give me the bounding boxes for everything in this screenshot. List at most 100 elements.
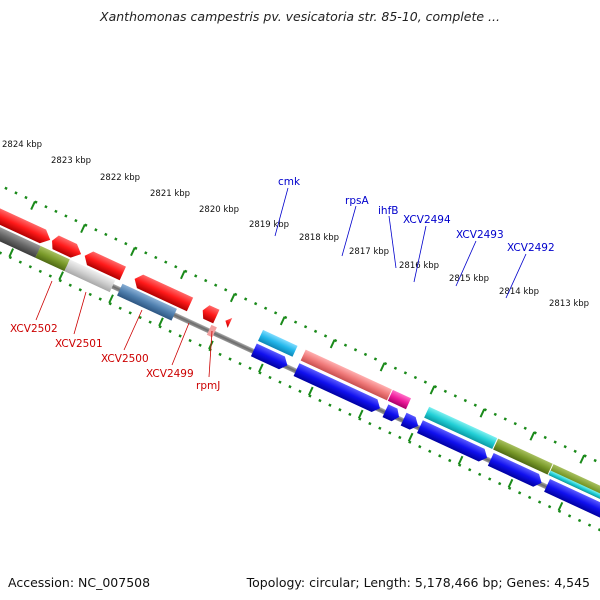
cog-bar — [117, 283, 177, 321]
tick-dot — [114, 237, 118, 241]
tick-dot — [398, 435, 402, 440]
gene-ihfB-feature — [387, 389, 412, 410]
tick-dot — [323, 334, 328, 338]
tick-dot — [368, 421, 372, 426]
tick-dot — [64, 214, 68, 218]
tick-dot — [268, 375, 272, 380]
tick-dot — [517, 491, 522, 495]
kbp-label: 2816 kbp — [399, 261, 439, 271]
gene-arrow — [417, 420, 488, 462]
tick-dot — [228, 357, 232, 361]
tick-dot — [104, 232, 108, 237]
tick-dot — [243, 297, 248, 301]
kbp-label: 2815 kbp — [449, 274, 489, 284]
forward-gene-labels: cmk rpsA ihfB XCV2494 XCV2493 XCV2492 — [274, 176, 555, 299]
tick-dot — [253, 301, 258, 306]
cog-bar — [548, 470, 600, 513]
major-tick — [158, 317, 164, 327]
tick-dot — [338, 408, 342, 412]
tick-dot — [577, 518, 582, 523]
major-tick — [8, 248, 15, 258]
tick-dot — [238, 361, 242, 366]
tick-dot — [124, 242, 128, 246]
gene-label-cmk: cmk — [278, 176, 301, 188]
cog-bar — [0, 208, 41, 258]
tick-dot — [453, 394, 458, 398]
tick-dot — [148, 320, 152, 324]
genome-stats-label: Topology: circular; Length: 5,178,466 bp… — [246, 575, 590, 590]
tick-dot — [4, 186, 8, 190]
tick-dot — [547, 505, 552, 509]
major-tick — [429, 385, 436, 395]
tick-dot — [313, 329, 318, 333]
gene-rpmJ-feature — [202, 305, 220, 324]
tick-dot — [493, 412, 497, 417]
tick-dot — [154, 255, 158, 260]
tick-dot — [428, 449, 432, 453]
cog-bar — [64, 259, 116, 293]
tick-dot — [448, 458, 452, 463]
tick-dot — [0, 251, 3, 255]
gene-label-XCV2492: XCV2492 — [507, 242, 555, 254]
forward-strand-genes — [250, 343, 600, 530]
tick-dot — [403, 371, 408, 375]
tick-dot — [298, 389, 302, 393]
major-tick — [229, 293, 236, 303]
tick-dot — [288, 385, 292, 389]
tick-dot — [393, 366, 398, 370]
tick-dot — [498, 481, 502, 486]
tick-dot — [164, 260, 168, 264]
gene-arrow — [544, 479, 600, 530]
kbp-label: 2813 kbp — [549, 299, 589, 309]
tick-dot — [303, 325, 308, 329]
tick-dot — [188, 338, 192, 343]
tick-dot — [263, 306, 268, 310]
major-tick — [307, 386, 314, 396]
kbp-label: 2823 kbp — [51, 156, 91, 166]
leader-line — [505, 253, 527, 299]
tick-dot — [14, 191, 18, 195]
kbp-label: 2814 kbp — [499, 287, 539, 297]
tick-dot — [527, 495, 532, 500]
tick-dot — [38, 269, 42, 274]
major-tick — [407, 432, 414, 442]
tick-dot — [28, 265, 33, 269]
tick-dot — [413, 375, 418, 380]
gene-arrow — [250, 343, 288, 370]
major-tick — [258, 363, 264, 373]
gene-label-XCV2493: XCV2493 — [456, 229, 504, 241]
major-tick — [507, 478, 514, 488]
tick-dot — [553, 440, 557, 444]
leader-line — [388, 215, 397, 269]
gene-arrow — [382, 404, 400, 422]
gene-XCV2501-feature — [52, 235, 82, 258]
tick-dot — [468, 468, 472, 472]
tick-dot — [144, 251, 148, 255]
tick-dot — [573, 449, 577, 453]
gene-label-XCV2502: XCV2502 — [10, 323, 58, 335]
major-tick — [58, 271, 64, 281]
tick-dot — [88, 292, 92, 297]
tick-dot — [178, 334, 182, 338]
gene-label-XCV2500: XCV2500 — [101, 353, 149, 365]
tick-dot — [94, 228, 98, 232]
tick-dot — [478, 472, 482, 477]
tick-dot — [128, 311, 132, 315]
kbp-labels: 2824 kbp 2823 kbp 2822 kbp 2821 kbp 2820… — [2, 140, 589, 309]
kbp-label: 2821 kbp — [150, 189, 190, 199]
tick-dot — [78, 288, 82, 292]
gene-XCV2502-feature — [0, 192, 51, 244]
major-tick — [379, 362, 386, 372]
tick-dot — [24, 195, 28, 200]
leader-line — [171, 322, 190, 366]
leader-line — [35, 280, 53, 321]
tick-dot — [54, 209, 58, 214]
tick-dot — [328, 403, 332, 407]
tick-dot — [318, 398, 322, 403]
major-tick — [557, 501, 564, 511]
tick-dot — [198, 343, 202, 347]
kbp-label: 2820 kbp — [199, 205, 239, 215]
major-tick — [357, 409, 364, 419]
gene-small-red-feature — [225, 317, 233, 328]
tick-dot — [513, 421, 517, 426]
